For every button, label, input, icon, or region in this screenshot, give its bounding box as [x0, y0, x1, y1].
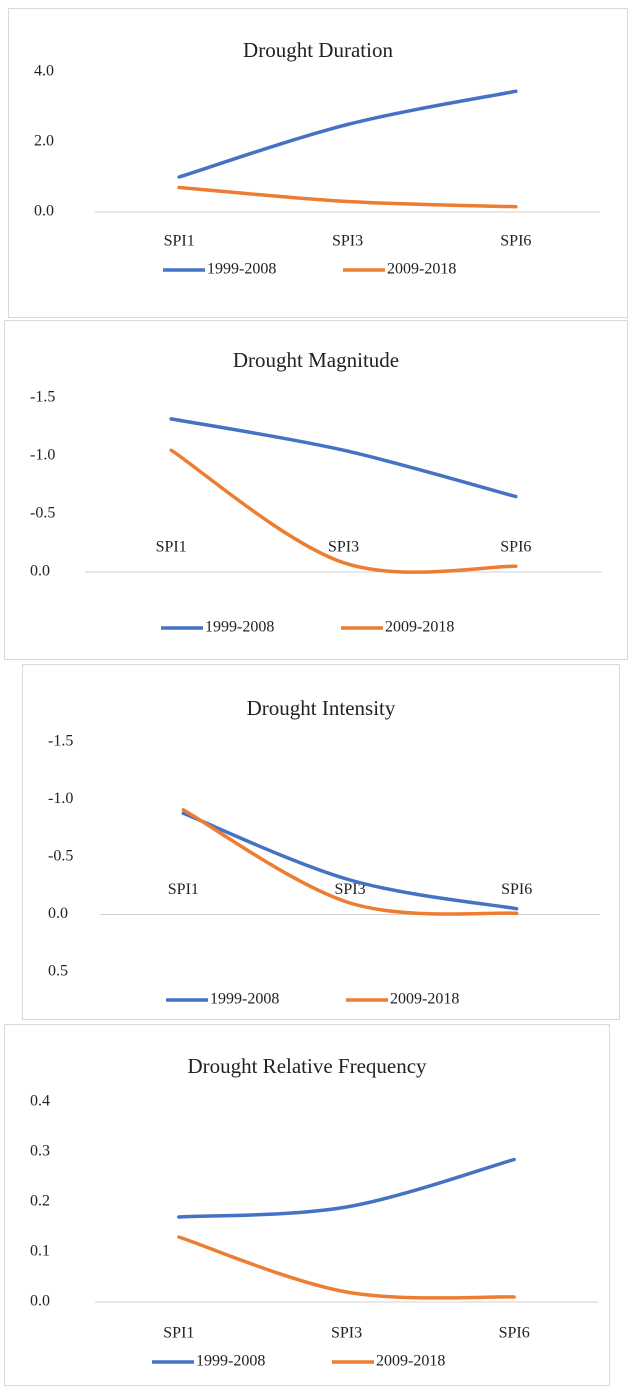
y-tick-label: 0.3 [30, 1143, 50, 1160]
x-tick-label: SPI1 [164, 233, 195, 250]
legend-label: 2009-2018 [387, 261, 456, 278]
x-tick-label: SPI1 [156, 539, 187, 556]
series-line [181, 808, 519, 916]
legend-label: 1999-2008 [207, 261, 276, 278]
x-tick-label: SPI3 [331, 1325, 362, 1342]
y-tick-label: 0.0 [30, 1293, 50, 1310]
chart-title: Drought Relative Frequency [187, 1054, 427, 1078]
x-tick-label: SPI6 [499, 1325, 530, 1342]
y-tick-label: 0.4 [30, 1093, 50, 1110]
x-tick-label: SPI6 [500, 233, 531, 250]
series-line [177, 185, 518, 209]
series-line [181, 811, 519, 911]
y-tick-label: -0.5 [30, 505, 55, 522]
y-tick-label: -1.0 [30, 447, 55, 464]
y-tick-label: -1.0 [48, 790, 73, 807]
legend-label: 2009-2018 [376, 1353, 445, 1370]
legend-label: 1999-2008 [205, 619, 274, 636]
y-tick-label: 0.2 [30, 1193, 50, 1210]
x-tick-label: SPI3 [328, 539, 359, 556]
series-line [177, 89, 518, 179]
legend-label: 1999-2008 [196, 1353, 265, 1370]
chart-border [4, 320, 628, 660]
y-tick-label: 0.5 [48, 963, 68, 980]
y-tick-label: 4.0 [34, 63, 54, 80]
chart-border [4, 1024, 610, 1386]
chart-title: Drought Duration [243, 38, 393, 62]
y-tick-label: 0.0 [34, 203, 54, 220]
series-line [169, 448, 518, 574]
series-line [177, 1235, 516, 1300]
y-tick-label: 2.0 [34, 133, 54, 150]
y-tick-label: 0.0 [48, 905, 68, 922]
x-tick-label: SPI6 [501, 881, 532, 898]
y-tick-label: 0.1 [30, 1243, 50, 1260]
legend-label: 1999-2008 [210, 991, 279, 1008]
series-line [169, 417, 518, 499]
x-tick-label: SPI1 [163, 1325, 194, 1342]
y-tick-label: -1.5 [48, 733, 73, 750]
y-tick-label: -0.5 [48, 848, 73, 865]
chart-title: Drought Intensity [247, 696, 396, 720]
y-tick-label: 0.0 [30, 563, 50, 580]
chart-border [8, 8, 628, 318]
x-tick-label: SPI1 [168, 881, 199, 898]
chart-title: Drought Magnitude [233, 348, 399, 372]
x-tick-label: SPI3 [332, 233, 363, 250]
x-tick-label: SPI3 [334, 881, 365, 898]
x-tick-label: SPI6 [500, 539, 531, 556]
legend-label: 2009-2018 [390, 991, 459, 1008]
series-line [177, 1157, 516, 1219]
y-tick-label: -1.5 [30, 389, 55, 406]
chart-border [22, 664, 620, 1020]
legend-label: 2009-2018 [385, 619, 454, 636]
